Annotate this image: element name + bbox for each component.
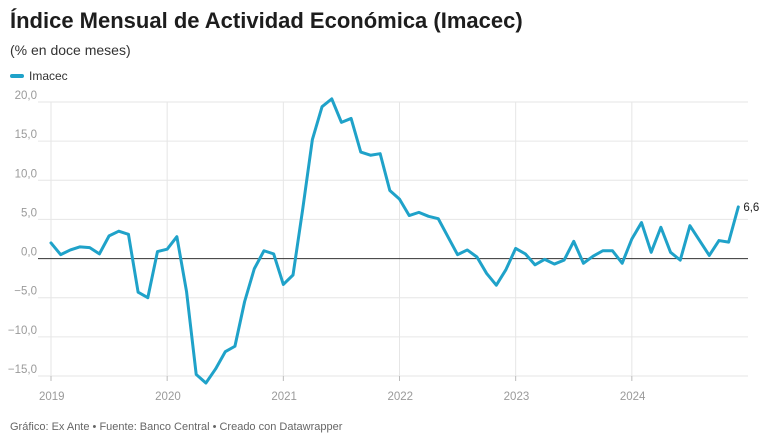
- y-tick-label: 10,0: [15, 168, 37, 180]
- chart-footer: Gráfico: Ex Ante • Fuente: Banco Central…: [10, 421, 343, 433]
- legend-swatch: [10, 74, 24, 78]
- series-line-imacec: [49, 97, 740, 385]
- y-tick-label: −5,0: [14, 286, 37, 298]
- x-tick-label: 2023: [504, 391, 530, 403]
- y-tick-label: 5,0: [21, 207, 37, 219]
- legend-label: Imacec: [29, 69, 68, 83]
- y-tick-label: 0,0: [21, 247, 37, 259]
- x-tick-label: 2020: [155, 391, 181, 403]
- chart-subtitle: (% en doce meses): [10, 42, 131, 58]
- x-tick-label: 2019: [39, 391, 65, 403]
- x-tick-label: 2024: [620, 391, 646, 403]
- x-tick-label: 2021: [271, 391, 297, 403]
- y-tick-label: −15,0: [8, 364, 37, 376]
- legend: Imacec: [10, 69, 68, 83]
- x-tick-label: 2022: [388, 391, 414, 403]
- end-value-label: 6,6: [743, 202, 759, 214]
- chart-title: Índice Mensual de Actividad Económica (I…: [10, 8, 523, 33]
- y-tick-label: 20,0: [15, 90, 37, 102]
- y-tick-label: −10,0: [8, 325, 37, 337]
- y-tick-label: 15,0: [15, 129, 37, 141]
